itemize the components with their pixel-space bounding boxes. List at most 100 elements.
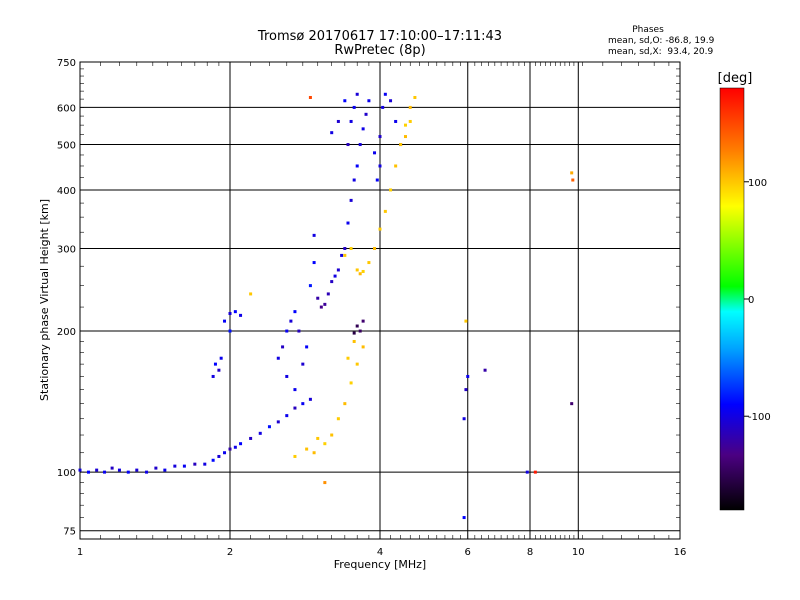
data-point (389, 188, 393, 192)
data-point (312, 451, 316, 455)
data-point (323, 302, 327, 306)
data-point (355, 324, 359, 328)
data-point (312, 233, 316, 237)
x-tick-label: 6 (465, 547, 471, 558)
data-point (173, 464, 177, 468)
colorbar-tick-label: 100 (748, 178, 767, 189)
data-point (466, 374, 470, 378)
data-point (330, 280, 334, 284)
y-axis-ticks: 75 100 200 300 400 500 600 750 (57, 58, 680, 538)
chart-subtitle: RwPretec (8p) (334, 43, 425, 58)
data-point (367, 99, 371, 103)
data-point (293, 388, 297, 392)
data-point (462, 417, 466, 421)
colorbar (719, 87, 745, 511)
data-point (308, 284, 312, 288)
data-point (249, 292, 253, 296)
data-point (364, 112, 368, 116)
data-point (95, 468, 99, 472)
data-point (383, 92, 387, 96)
data-point (316, 296, 320, 300)
data-point (464, 319, 468, 323)
data-point (285, 374, 289, 378)
data-point (399, 143, 403, 147)
data-point (483, 368, 487, 372)
x-tick-label: 4 (377, 547, 383, 558)
x-axis-label: Frequency [MHz] (334, 558, 426, 571)
data-point (381, 105, 385, 109)
data-point (323, 481, 327, 485)
data-point (358, 143, 362, 147)
data-point (223, 451, 227, 455)
data-point (378, 227, 382, 231)
data-point (308, 397, 312, 401)
data-point (233, 310, 237, 314)
data-point (211, 374, 215, 378)
y-tick-label: 500 (57, 141, 76, 152)
data-point (570, 402, 574, 406)
data-point (228, 329, 232, 333)
x-tick-label: 16 (674, 547, 687, 558)
data-point (126, 470, 130, 474)
data-point (289, 319, 293, 323)
data-points (78, 92, 575, 520)
data-point (233, 445, 237, 449)
colorbar-tick-label: 0 (748, 295, 754, 306)
data-point (301, 362, 305, 366)
data-point (378, 164, 382, 168)
data-point (352, 339, 356, 343)
y-axis-label: Stationary phase Virtual Height [km] (38, 199, 51, 401)
data-point (361, 127, 365, 131)
x-tick-label: 8 (527, 547, 533, 558)
data-point (217, 454, 221, 458)
y-tick-label: 200 (57, 327, 76, 338)
data-point (533, 470, 537, 474)
data-point (217, 368, 221, 372)
data-point (373, 151, 377, 155)
data-point (276, 356, 280, 360)
data-point (349, 247, 353, 251)
data-point (525, 470, 529, 474)
data-point (213, 362, 217, 366)
data-point (281, 345, 285, 349)
data-point (352, 178, 356, 182)
y-tick-label: 750 (57, 58, 76, 69)
data-point (361, 269, 365, 273)
data-point (293, 406, 297, 410)
data-point (403, 135, 407, 139)
data-point (135, 468, 139, 472)
data-point (239, 442, 243, 446)
data-point (163, 468, 167, 472)
data-point (297, 329, 301, 333)
stats-header: Phases (632, 25, 664, 35)
data-point (373, 247, 377, 251)
colorbar-tick-label: -100 (748, 412, 771, 423)
data-point (394, 119, 398, 123)
data-point (308, 95, 312, 99)
data-point (383, 209, 387, 213)
y-tick-label: 100 (57, 468, 76, 479)
data-point (361, 319, 365, 323)
data-point (293, 310, 297, 314)
data-point (86, 470, 90, 474)
data-point (228, 312, 232, 316)
data-point (182, 464, 186, 468)
data-point (301, 402, 305, 406)
stats-o-mode: mean, sd,O: -86.8, 19.9 (608, 36, 715, 46)
data-point (239, 313, 243, 317)
data-point (378, 135, 382, 139)
data-point (110, 466, 114, 470)
data-point (408, 105, 412, 109)
y-tick-label: 75 (63, 527, 76, 538)
data-point (343, 253, 347, 257)
data-point (349, 198, 353, 202)
data-point (211, 458, 215, 462)
data-point (403, 123, 407, 127)
data-point (343, 99, 347, 103)
data-point (117, 468, 121, 472)
x-tick-label: 10 (572, 547, 585, 558)
data-point (285, 414, 289, 418)
data-point (336, 119, 340, 123)
data-point (394, 164, 398, 168)
